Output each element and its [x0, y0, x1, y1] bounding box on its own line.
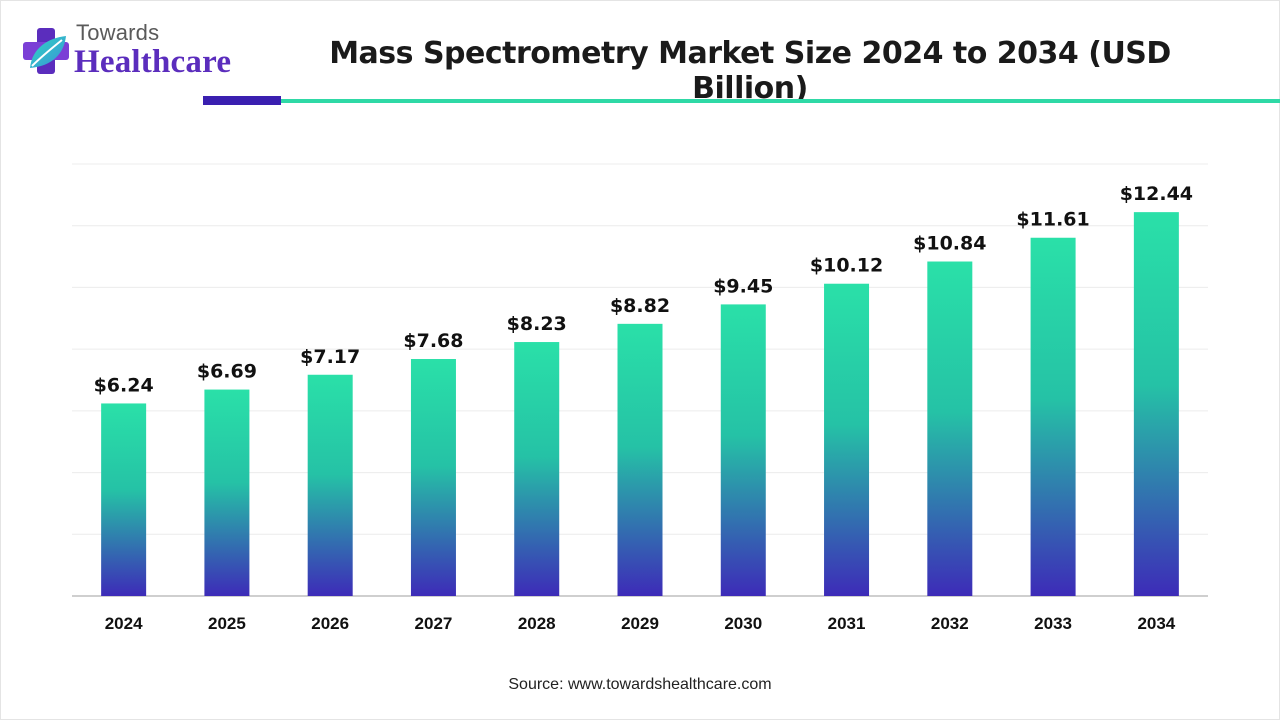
- bars: [101, 212, 1179, 596]
- value-label-2033: $11.61: [1016, 209, 1089, 231]
- x-tick-2026: 2026: [311, 614, 349, 633]
- x-tick-2034: 2034: [1137, 614, 1175, 633]
- value-label-2029: $8.82: [610, 295, 670, 317]
- bar-2033: [1030, 237, 1076, 596]
- bar-2034: [1133, 212, 1179, 596]
- value-label-2034: $12.44: [1120, 183, 1193, 205]
- bar-2027: [410, 359, 456, 596]
- bar-2031: [824, 283, 870, 596]
- value-label-2030: $9.45: [713, 275, 773, 297]
- x-tick-2033: 2033: [1034, 614, 1072, 633]
- value-label-2031: $10.12: [810, 255, 883, 277]
- x-tick-2029: 2029: [621, 614, 659, 633]
- value-label-2028: $8.23: [507, 313, 567, 335]
- brand-logo: Towards Healthcare: [20, 18, 250, 88]
- value-label-2032: $10.84: [913, 233, 986, 255]
- x-tick-2031: 2031: [828, 614, 866, 633]
- bar-2032: [927, 261, 973, 596]
- value-label-2025: $6.69: [197, 361, 257, 383]
- logo-text-healthcare: Healthcare: [74, 44, 232, 80]
- bar-2026: [307, 374, 353, 596]
- bar-2029: [617, 323, 663, 596]
- x-tick-labels: 2024 2025 2026 2027 2028 2029 2030 2031 2032 2033…: [105, 614, 1176, 633]
- value-label-2027: $7.68: [403, 330, 463, 352]
- bar-2028: [514, 342, 560, 596]
- x-tick-2024: 2024: [105, 614, 143, 633]
- bar-2024: [101, 403, 147, 596]
- x-tick-2025: 2025: [208, 614, 246, 633]
- medical-cross-leaf-icon: [23, 28, 69, 74]
- x-tick-2028: 2028: [518, 614, 556, 633]
- value-labels: $6.24 $6.69 $7.17 $7.68 $8.23 $8.82 $9.45 $10.1…: [94, 183, 1193, 396]
- source-note: Source: www.towardshealthcare.com: [508, 676, 772, 693]
- x-tick-2027: 2027: [415, 614, 453, 633]
- x-tick-2030: 2030: [724, 614, 762, 633]
- title-underline-rule: [281, 99, 1280, 103]
- value-label-2024: $6.24: [94, 374, 154, 396]
- x-tick-2032: 2032: [931, 614, 969, 633]
- title-underline-accent: [203, 96, 281, 105]
- bar-2030: [720, 304, 766, 596]
- logo-text-towards: Towards: [76, 20, 160, 45]
- bar-2025: [204, 389, 250, 596]
- value-label-2026: $7.17: [300, 346, 360, 368]
